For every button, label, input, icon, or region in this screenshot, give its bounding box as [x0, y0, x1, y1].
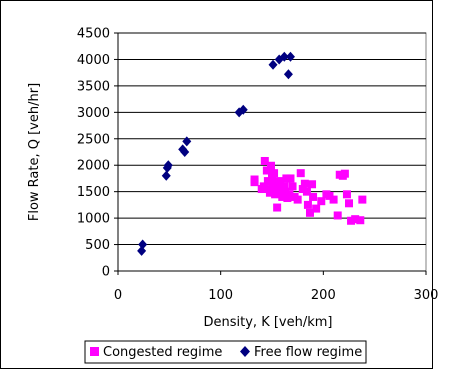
- congested-point: [300, 179, 309, 188]
- congested-point: [276, 179, 285, 188]
- y-tick-label: 4500: [77, 27, 110, 42]
- congested-point: [277, 187, 286, 196]
- congested-point: [298, 185, 307, 194]
- x-tick-label: 100: [208, 288, 233, 303]
- legend-marker-congested: [90, 347, 99, 356]
- x-tick-label: 0: [114, 288, 122, 303]
- x-axis-ticks: 0 100 200 300: [114, 271, 439, 303]
- congested-point: [259, 182, 268, 191]
- congested-point: [342, 190, 351, 199]
- free-flow-point: [138, 239, 148, 250]
- y-tick-label: 4000: [77, 53, 110, 68]
- y-tick-label: 3000: [77, 106, 110, 121]
- legend: Congested regime Free flow regime: [84, 340, 367, 364]
- x-axis-label: Density, K [veh/km]: [204, 315, 333, 330]
- congested-point: [356, 216, 365, 225]
- congested-point: [262, 166, 271, 175]
- y-tick-label: 3500: [77, 79, 110, 94]
- congested-point: [303, 200, 312, 209]
- legend-marker-free-flow: [240, 346, 250, 357]
- congested-point: [260, 156, 269, 165]
- congested-point: [281, 187, 290, 196]
- congested-point: [282, 174, 291, 183]
- x-tick-label: 200: [311, 288, 336, 303]
- congested-point: [268, 174, 276, 183]
- free-flow-point: [180, 147, 190, 157]
- legend-label-free-flow: Free flow regime: [254, 345, 362, 360]
- congested-point: [347, 216, 356, 225]
- free-flow-point: [182, 136, 192, 147]
- congested-point: [265, 188, 274, 197]
- congested-point: [308, 180, 317, 189]
- congested-point: [278, 192, 287, 201]
- congested-point: [286, 174, 295, 183]
- y-axis-ticks: 0 500 1000 1500 2000 2500 3000 3500 4000 4500: [77, 27, 118, 280]
- congested-point: [333, 211, 342, 220]
- congested-point: [270, 169, 279, 178]
- free-flow-point: [163, 160, 173, 171]
- congested-point: [266, 161, 275, 170]
- congested-point: [285, 190, 294, 199]
- congested-point: [325, 191, 334, 200]
- legend-box: [84, 340, 367, 364]
- free-flow-point: [285, 51, 295, 62]
- legend-label-congested: Congested regime: [103, 345, 222, 360]
- axes: [117, 33, 426, 272]
- y-tick-label: 2000: [77, 159, 110, 174]
- y-tick-label: 0: [102, 265, 110, 280]
- congested-point: [296, 169, 305, 178]
- y-tick-label: 1000: [77, 212, 110, 227]
- plot-area: [117, 32, 427, 272]
- y-tick-label: 500: [85, 238, 110, 253]
- y-tick-label: 2500: [77, 132, 110, 147]
- x-tick-label: 300: [414, 288, 439, 303]
- congested-point: [302, 187, 311, 196]
- congested-point: [340, 169, 349, 178]
- congested-point: [293, 195, 302, 204]
- congested-point: [329, 195, 338, 204]
- congested-point: [288, 182, 297, 191]
- y-axis-label: Flow Rate, Q [veh/hr]: [27, 83, 42, 221]
- free-flow-point: [161, 170, 171, 181]
- free-flow-point: [268, 59, 278, 70]
- congested-point: [345, 199, 353, 208]
- congested-point: [351, 215, 360, 224]
- free-flow-point: [279, 51, 289, 62]
- free-flow-point: [137, 245, 147, 256]
- congested-point: [317, 197, 326, 206]
- congested-point: [263, 177, 272, 186]
- gridlines: [118, 32, 426, 246]
- free-flow-point: [238, 104, 248, 115]
- y-tick-label: 1500: [77, 185, 110, 200]
- congested-point: [280, 182, 289, 191]
- congested-point: [358, 195, 367, 204]
- congested-point: [273, 203, 282, 212]
- congested-point: [250, 178, 259, 187]
- congested-point: [305, 208, 314, 217]
- congested-point: [309, 192, 318, 201]
- congested-point: [312, 204, 321, 213]
- data-points: [137, 51, 367, 256]
- free-flow-point: [283, 69, 293, 80]
